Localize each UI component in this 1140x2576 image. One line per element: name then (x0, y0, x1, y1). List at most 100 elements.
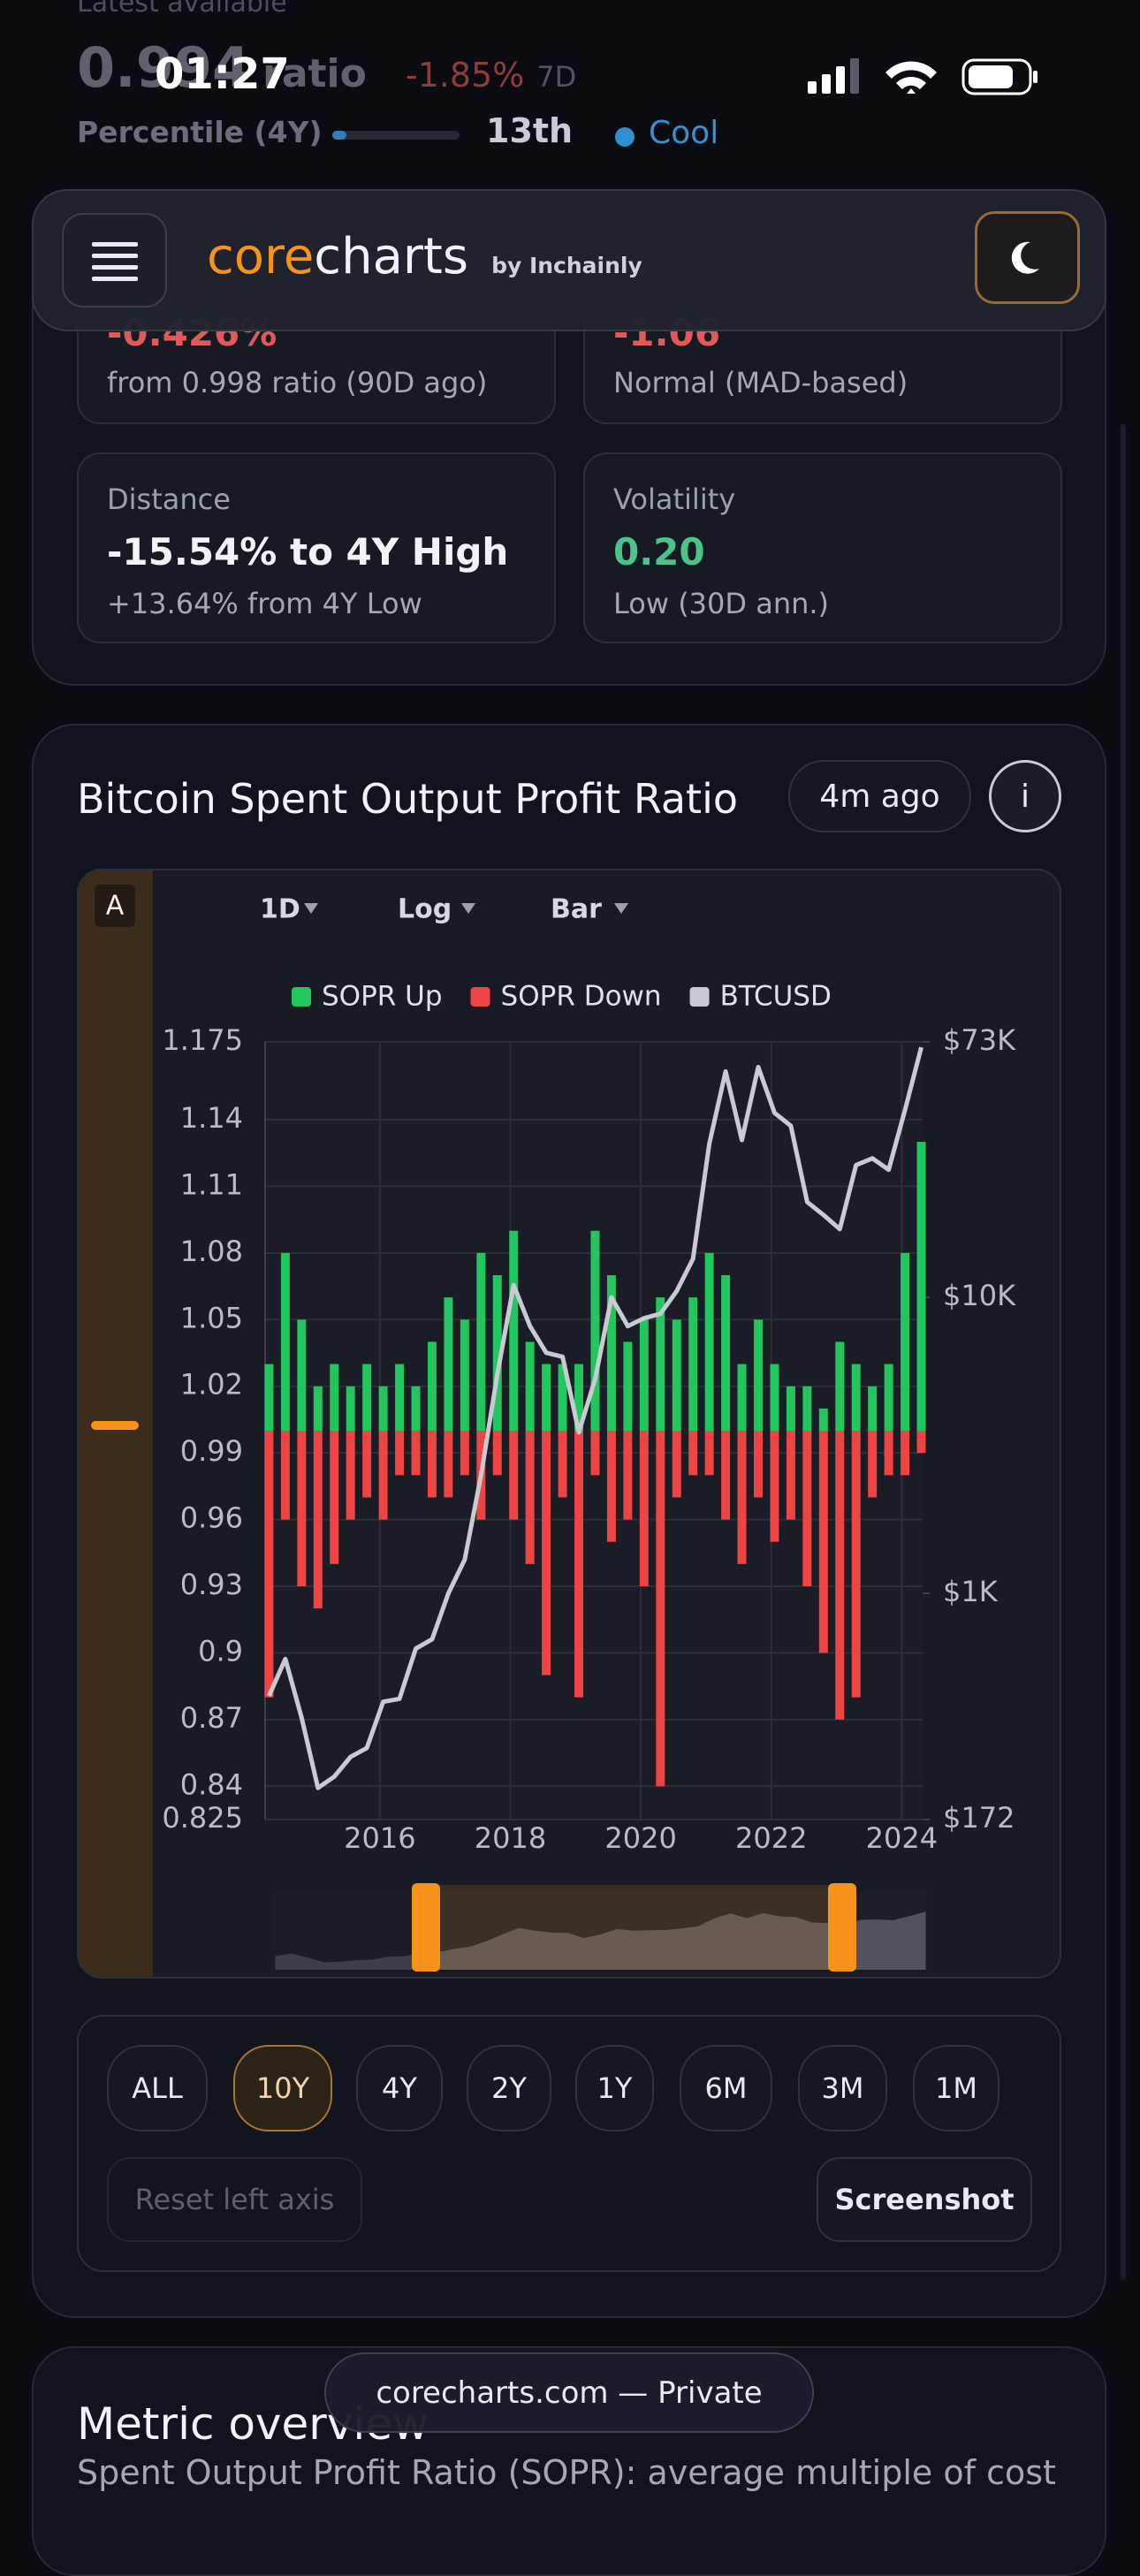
brand-core: core (207, 228, 315, 285)
bar (297, 1431, 307, 1586)
x-tick-label: 2024 (866, 1821, 938, 1855)
toast: corecharts.com — Private (324, 2352, 814, 2433)
summary-row: 0.994 ratio -1.85% 7D (77, 35, 576, 100)
signal-bar (808, 81, 817, 94)
range-button[interactable]: 1M (913, 2045, 999, 2131)
bar (851, 1364, 861, 1431)
dropdown-arrow (304, 903, 318, 914)
bar (542, 1431, 551, 1676)
theme-button[interactable] (975, 211, 1080, 304)
style-select[interactable]: Bar (551, 894, 602, 925)
y-tick-label: 1.14 (180, 1101, 243, 1135)
bar (672, 1319, 681, 1431)
stat-card: Volatility 0.20 Low (30D ann.) (583, 452, 1062, 643)
brand[interactable]: core charts by Inchainly (207, 228, 642, 285)
bar (754, 1319, 763, 1431)
bar (818, 1408, 828, 1431)
screenshot-button[interactable]: Screenshot (817, 2157, 1032, 2242)
legend-label: SOPR Up (322, 981, 443, 1013)
navigator-handle[interactable] (828, 1883, 856, 1972)
menu-line (92, 242, 138, 247)
menu-line (92, 277, 138, 281)
bar (737, 1364, 747, 1431)
signal-bar (836, 66, 845, 94)
updated-badge: 4m ago (788, 760, 971, 832)
scale-select[interactable]: Log (398, 894, 452, 925)
bar (884, 1364, 893, 1431)
y-tick-label: 1.05 (180, 1301, 243, 1334)
menu-button[interactable] (62, 213, 167, 308)
navigator-selection (426, 1885, 842, 1970)
bar (835, 1341, 845, 1431)
overview-text: Spent Output Profit Ratio (SOPR): averag… (77, 2453, 1056, 2492)
bar (901, 1431, 910, 1476)
y-tick-label: 0.9 (198, 1634, 243, 1668)
scrollbar (1121, 424, 1126, 2280)
bar (411, 1386, 421, 1431)
axis-handle[interactable] (91, 1421, 139, 1430)
navigator-handle[interactable] (412, 1883, 440, 1972)
moon-shape (1011, 241, 1039, 274)
bar (346, 1431, 355, 1520)
bar (525, 1431, 535, 1564)
range-button[interactable]: 4Y (356, 2045, 443, 2131)
percentile-track (332, 131, 460, 140)
bar (427, 1341, 437, 1431)
axis-button[interactable] (95, 885, 135, 927)
status-icons (808, 58, 1037, 95)
bar (313, 1431, 323, 1609)
stat-sub: Low (30D ann.) (613, 587, 830, 620)
bar (460, 1319, 469, 1431)
range-button[interactable]: 10Y (233, 2045, 332, 2131)
bar (558, 1364, 567, 1431)
bar (264, 1364, 274, 1431)
bar (492, 1431, 502, 1476)
brand-by: by Inchainly (491, 253, 642, 278)
bar (362, 1431, 372, 1498)
stat-sub: +13.64% from 4Y Low (107, 587, 422, 620)
range-button[interactable]: 3M (798, 2045, 887, 2131)
bar (754, 1431, 763, 1498)
legend-label: SOPR Down (501, 981, 662, 1013)
bar (395, 1431, 405, 1476)
state-dot (615, 127, 635, 147)
bar (378, 1386, 388, 1431)
bar (688, 1297, 698, 1431)
percentile-label: Percentile (4Y) (77, 115, 323, 149)
range-button[interactable]: 6M (680, 2045, 772, 2131)
bar (280, 1252, 290, 1431)
bar (639, 1431, 649, 1586)
bar (656, 1431, 665, 1787)
signal-bar (850, 58, 859, 94)
range-button[interactable]: 1Y (575, 2045, 654, 2131)
summary-value: 0.994 (77, 35, 251, 100)
bar (672, 1431, 681, 1498)
summary-caption: Latest available (77, 0, 287, 19)
app-screen: {"status_bar": {"time": "01:27"}, "summa… (32, 0, 1126, 2576)
page: corecharts html, body { margin: 0; paddi… (32, 0, 1126, 2576)
bar (721, 1275, 731, 1431)
bar (558, 1431, 567, 1498)
info-button[interactable]: i (989, 760, 1061, 832)
dropdown-arrow (461, 903, 475, 914)
y-tick-label: 0.99 (180, 1434, 243, 1468)
bar (851, 1431, 861, 1698)
y-tick-label: 0.96 (180, 1501, 243, 1535)
bar (802, 1431, 812, 1586)
interval-select[interactable]: 1D (260, 894, 300, 925)
range-button[interactable]: ALL (107, 2045, 208, 2131)
bar (574, 1431, 584, 1698)
y-tick-label: 1.175 (162, 1023, 243, 1057)
bar (378, 1431, 388, 1520)
range-button[interactable]: 2Y (467, 2045, 551, 2131)
axis-button-label: A (106, 891, 125, 922)
status-time: 01:27 (155, 49, 290, 99)
bar (770, 1431, 779, 1542)
reset-axis-button[interactable]: Reset left axis (107, 2157, 362, 2242)
state-label: Cool (649, 115, 719, 151)
bar (476, 1252, 486, 1431)
x-tick-label: 2022 (735, 1821, 807, 1855)
legend-swatch (470, 987, 490, 1007)
bar (313, 1386, 323, 1431)
